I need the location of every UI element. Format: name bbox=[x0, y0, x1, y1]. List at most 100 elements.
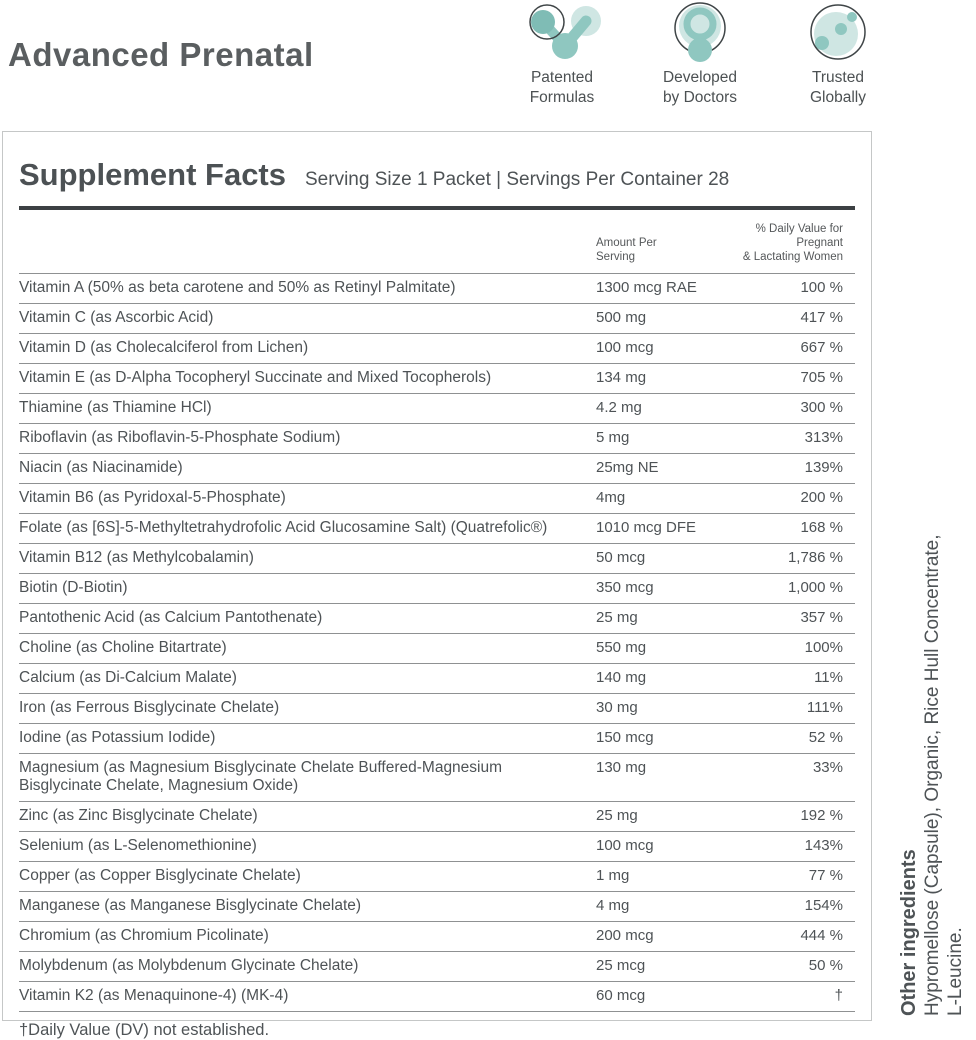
daily-value-percent: 417 % bbox=[800, 309, 843, 326]
amount-per-serving: 1010 mcg DFE bbox=[596, 519, 697, 536]
daily-value-percent: 192 % bbox=[800, 807, 843, 824]
nutrient-name: Magnesium (as Magnesium Bisglycinate Che… bbox=[19, 759, 503, 794]
amount-per-serving: 350 mcg bbox=[596, 579, 654, 596]
daily-value-percent: 143% bbox=[804, 837, 843, 854]
amount-per-serving: 150 mcg bbox=[596, 729, 654, 746]
nutrient-name: Vitamin C (as Ascorbic Acid) bbox=[19, 309, 214, 326]
page-title: Advanced Prenatal bbox=[8, 36, 314, 73]
table-row: Iodine (as Potassium Iodide) 150 mcg 52 % bbox=[19, 724, 855, 754]
daily-value-percent: 444 % bbox=[800, 927, 843, 944]
table-row: Choline (as Choline Bitartrate) 550 mg 100… bbox=[19, 634, 855, 664]
nutrient-name: Iron (as Ferrous Bisglycinate Chelate) bbox=[19, 699, 280, 716]
daily-value-percent: 100% bbox=[804, 639, 843, 656]
amount-per-serving: 25mg NE bbox=[596, 459, 659, 476]
amount-per-serving: 30 mg bbox=[596, 699, 638, 716]
daily-value-percent: 100 % bbox=[800, 279, 843, 296]
amount-per-serving: 50 mcg bbox=[596, 549, 646, 566]
daily-value-percent: 111% bbox=[806, 699, 843, 716]
table-row: Molybdenum (as Molybdenum Glycinate Chel… bbox=[19, 952, 855, 982]
nutrient-name: Vitamin B12 (as Methylcobalamin) bbox=[19, 549, 254, 566]
nutrient-name: Vitamin B6 (as Pyridoxal-5-Phosphate) bbox=[19, 489, 286, 506]
badge-trusted-globally: Trusted Globally bbox=[769, 4, 907, 108]
table-column-headers: Amount Per Serving % Daily Value for Pre… bbox=[19, 210, 855, 274]
table-row: Iron (as Ferrous Bisglycinate Chelate) 30… bbox=[19, 694, 855, 724]
amount-per-serving: 5 mg bbox=[596, 429, 630, 446]
patented-formulas-icon bbox=[516, 4, 608, 62]
table-row: Chromium (as Chromium Picolinate) 200 mcg… bbox=[19, 922, 855, 952]
amount-per-serving: 200 mcg bbox=[596, 927, 654, 944]
serving-info: Serving Size 1 Packet | Servings Per Con… bbox=[305, 169, 730, 190]
daily-value-percent: 1,786 % bbox=[787, 549, 843, 566]
table-row: Vitamin K2 (as Menaquinone-4) (MK-4) 60 m… bbox=[19, 982, 855, 1012]
amount-per-serving: 550 mg bbox=[596, 639, 647, 656]
nutrient-name: Choline (as Choline Bitartrate) bbox=[19, 639, 227, 656]
amount-per-serving: 100 mcg bbox=[596, 837, 654, 854]
table-row: Copper (as Copper Bisglycinate Chelate) 1… bbox=[19, 862, 855, 892]
table-row: Vitamin A (50% as beta carotene and 50% … bbox=[19, 274, 855, 304]
table-row: Folate (as [6S]-5-Methyltetrahydrofolic … bbox=[19, 514, 855, 544]
daily-value-percent: 168 % bbox=[800, 519, 843, 536]
daily-value-percent: 50 % bbox=[808, 957, 843, 974]
daily-value-percent: 139% bbox=[804, 459, 843, 476]
trusted-globally-icon bbox=[808, 4, 868, 62]
daily-value-percent: 357 % bbox=[800, 609, 843, 626]
daily-value-percent: 11% bbox=[814, 669, 843, 686]
badge-label: Trusted Globally bbox=[810, 69, 866, 106]
daily-value-percent: 313% bbox=[804, 429, 843, 446]
nutrient-name: Vitamin E (as D-Alpha Tocopheryl Succina… bbox=[19, 369, 492, 386]
nutrient-name: Chromium (as Chromium Picolinate) bbox=[19, 927, 269, 944]
daily-value-percent: 52 % bbox=[808, 729, 843, 746]
table-row: Biotin (D-Biotin) 350 mcg 1,000 % bbox=[19, 574, 855, 604]
panel-title: Supplement Facts bbox=[19, 157, 286, 192]
nutrient-name: Zinc (as Zinc Bisglycinate Chelate) bbox=[19, 807, 258, 824]
nutrient-name: Vitamin D (as Cholecalciferol from Liche… bbox=[19, 339, 309, 356]
column-header-amount: Amount Per Serving bbox=[596, 237, 657, 263]
table-row: Niacin (as Niacinamide) 25mg NE 139% bbox=[19, 454, 855, 484]
nutrient-name: Molybdenum (as Molybdenum Glycinate Chel… bbox=[19, 957, 359, 974]
table-row: Vitamin B6 (as Pyridoxal-5-Phosphate) 4mg… bbox=[19, 484, 855, 514]
amount-per-serving: 25 mg bbox=[596, 807, 638, 824]
amount-per-serving: 130 mg bbox=[596, 759, 647, 776]
daily-value-percent: 77 % bbox=[808, 867, 843, 884]
table-row: Selenium (as L-Selenomethionine) 100 mcg 1… bbox=[19, 832, 855, 862]
other-ingredients-heading: Other ingredients bbox=[898, 849, 920, 1016]
badge-patented-formulas: Patented Formulas bbox=[493, 4, 631, 108]
amount-per-serving: 1300 mcg RAE bbox=[596, 279, 697, 296]
nutrient-name: Folate (as [6S]-5-Methyltetrahydrofolic … bbox=[19, 519, 548, 536]
thick-divider bbox=[19, 206, 855, 210]
nutrient-name: Selenium (as L-Selenomethionine) bbox=[19, 837, 257, 854]
daily-value-percent: 154% bbox=[804, 897, 843, 914]
table-row: Calcium (as Di-Calcium Malate) 140 mg 11% bbox=[19, 664, 855, 694]
daily-value-percent: 1,000 % bbox=[787, 579, 843, 596]
table-row: Pantothenic Acid (as Calcium Pantothenat… bbox=[19, 604, 855, 634]
amount-per-serving: 4 mg bbox=[596, 897, 630, 914]
amount-per-serving: 25 mg bbox=[596, 609, 638, 626]
nutrient-name: Iodine (as Potassium Iodide) bbox=[19, 729, 216, 746]
table-row: Vitamin E (as D-Alpha Tocopheryl Succina… bbox=[19, 364, 855, 394]
daily-value-percent: † bbox=[834, 987, 843, 1004]
amount-per-serving: 140 mg bbox=[596, 669, 647, 686]
amount-per-serving: 134 mg bbox=[596, 369, 647, 386]
panel-header: Supplement Facts Serving Size 1 Packet |… bbox=[19, 132, 855, 193]
supplement-facts-panel: Supplement Facts Serving Size 1 Packet |… bbox=[2, 131, 872, 1039]
developed-by-doctors-icon bbox=[670, 2, 730, 62]
daily-value-percent: 667 % bbox=[800, 339, 843, 356]
table-row: Magnesium (as Magnesium Bisglycinate Che… bbox=[19, 754, 855, 802]
column-header-daily-value: % Daily Value for Pregnant & Lactating W… bbox=[742, 223, 843, 263]
badge-label: Developed by Doctors bbox=[662, 69, 738, 106]
other-ingredients-line: Hypromellose (Capsule), Organic, Rice Hu… bbox=[922, 534, 943, 1016]
daily-value-footnote: †Daily Value (DV) not established. bbox=[19, 1021, 270, 1039]
nutrient-name: Copper (as Copper Bisglycinate Chelate) bbox=[19, 867, 301, 884]
amount-per-serving: 4mg bbox=[596, 489, 626, 506]
table-row: Thiamine (as Thiamine HCl) 4.2 mg 300 % bbox=[19, 394, 855, 424]
other-ingredients-line: L-Leucine. bbox=[945, 927, 966, 1016]
table-row: Manganese (as Manganese Bisglycinate Che… bbox=[19, 892, 855, 922]
table-row: Vitamin C (as Ascorbic Acid) 500 mg 417 % bbox=[19, 304, 855, 334]
daily-value-percent: 33% bbox=[812, 759, 843, 776]
nutrient-name: Thiamine (as Thiamine HCl) bbox=[19, 399, 212, 416]
nutrient-name: Niacin (as Niacinamide) bbox=[19, 459, 183, 476]
daily-value-percent: 300 % bbox=[800, 399, 843, 416]
amount-per-serving: 1 mg bbox=[596, 867, 630, 884]
amount-per-serving: 60 mcg bbox=[596, 987, 646, 1004]
table-row: Vitamin D (as Cholecalciferol from Liche… bbox=[19, 334, 855, 364]
